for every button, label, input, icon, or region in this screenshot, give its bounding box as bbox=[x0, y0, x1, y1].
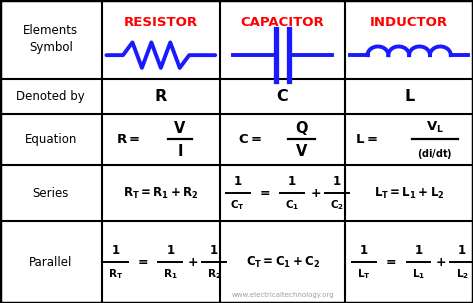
Text: Elements
Symbol: Elements Symbol bbox=[23, 24, 79, 55]
Text: $\mathbf{(di/dt)}$: $\mathbf{(di/dt)}$ bbox=[417, 147, 453, 161]
Text: $\mathbf{R_T}$: $\mathbf{R_T}$ bbox=[108, 267, 123, 281]
Text: $\mathbf{V}$: $\mathbf{V}$ bbox=[295, 143, 308, 159]
Text: $\mathbf{L_1}$: $\mathbf{L_1}$ bbox=[412, 267, 425, 281]
Text: $\mathbf{R =}$: $\mathbf{R =}$ bbox=[115, 133, 140, 146]
Text: =: = bbox=[259, 187, 270, 200]
Text: $\mathbf{R_T = R_1 + R_2}$: $\mathbf{R_T = R_1 + R_2}$ bbox=[123, 186, 199, 201]
Text: =: = bbox=[138, 256, 148, 268]
Text: Equation: Equation bbox=[25, 133, 77, 146]
Text: Denoted by: Denoted by bbox=[17, 90, 85, 103]
Text: $\mathbf{C_T}$: $\mathbf{C_T}$ bbox=[230, 198, 245, 211]
Text: $\mathbf{C_1}$: $\mathbf{C_1}$ bbox=[285, 198, 299, 211]
Text: $\mathbf{L =}$: $\mathbf{L =}$ bbox=[355, 133, 378, 146]
Text: www.electricaltechnology.org: www.electricaltechnology.org bbox=[231, 292, 334, 298]
Text: 1: 1 bbox=[288, 175, 296, 188]
Text: $\mathbf{Q}$: $\mathbf{Q}$ bbox=[295, 119, 308, 137]
Text: 1: 1 bbox=[166, 244, 175, 257]
Text: C: C bbox=[277, 89, 289, 104]
Text: $\mathbf{V_L}$: $\mathbf{V_L}$ bbox=[426, 120, 444, 135]
Text: $\mathbf{C =}$: $\mathbf{C =}$ bbox=[237, 133, 262, 146]
Text: $\mathbf{L_T}$: $\mathbf{L_T}$ bbox=[358, 267, 371, 281]
Text: 1: 1 bbox=[333, 175, 341, 188]
Text: +: + bbox=[310, 187, 321, 200]
Text: CAPACITOR: CAPACITOR bbox=[241, 15, 324, 28]
Text: 1: 1 bbox=[210, 244, 218, 257]
Text: 1: 1 bbox=[414, 244, 423, 257]
Text: L: L bbox=[404, 89, 414, 104]
Text: 1: 1 bbox=[112, 244, 120, 257]
Text: $\mathbf{L_T = L_1 + L_2}$: $\mathbf{L_T = L_1 + L_2}$ bbox=[374, 186, 445, 201]
Text: $\mathbf{R_1}$: $\mathbf{R_1}$ bbox=[163, 267, 177, 281]
Text: INDUCTOR: INDUCTOR bbox=[370, 15, 448, 28]
Text: +: + bbox=[188, 256, 198, 268]
Text: $\mathbf{C_T = C_1 + C_2}$: $\mathbf{C_T = C_1 + C_2}$ bbox=[245, 255, 320, 270]
Text: $\mathbf{R_2}$: $\mathbf{R_2}$ bbox=[207, 267, 221, 281]
Text: $\mathbf{C_2}$: $\mathbf{C_2}$ bbox=[330, 198, 344, 211]
Text: 1: 1 bbox=[458, 244, 466, 257]
Text: Series: Series bbox=[33, 187, 69, 200]
Text: 1: 1 bbox=[360, 244, 368, 257]
Text: Parallel: Parallel bbox=[29, 256, 72, 268]
Text: RESISTOR: RESISTOR bbox=[124, 15, 198, 28]
Text: $\mathbf{L_2}$: $\mathbf{L_2}$ bbox=[455, 267, 469, 281]
Text: $\mathbf{I}$: $\mathbf{I}$ bbox=[177, 143, 183, 159]
Text: 1: 1 bbox=[234, 175, 242, 188]
Text: $\mathbf{V}$: $\mathbf{V}$ bbox=[173, 120, 186, 136]
Text: R: R bbox=[155, 89, 167, 104]
Text: =: = bbox=[386, 256, 396, 268]
Text: +: + bbox=[436, 256, 447, 268]
